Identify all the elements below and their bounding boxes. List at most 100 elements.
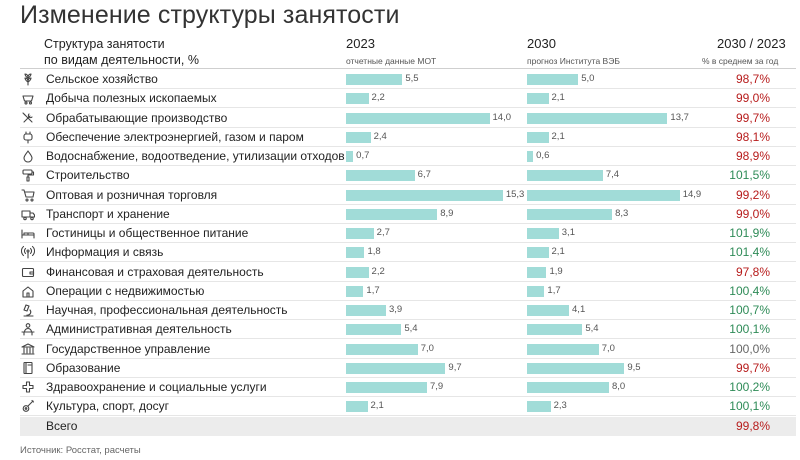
bar-2023 xyxy=(346,93,369,105)
bar-value-2030: 2,1 xyxy=(551,92,565,104)
bar-2030 xyxy=(527,93,549,105)
bar-2030 xyxy=(527,208,613,220)
bar-2030 xyxy=(527,382,609,393)
hotel-bed-icon xyxy=(21,226,35,240)
bar-2030 xyxy=(527,189,680,201)
bar-2030 xyxy=(527,305,570,316)
bar-2023 xyxy=(346,151,354,162)
row-divider xyxy=(20,222,796,224)
table-row: Культура, спорт, досуг 2,1 2,3 100,1% xyxy=(20,397,796,417)
bar-2023 xyxy=(346,208,438,220)
bar-2023 xyxy=(346,401,368,413)
bar-2030 xyxy=(527,74,579,85)
ratio-value: 100,1% xyxy=(729,399,770,414)
row-divider xyxy=(20,145,796,147)
power-plug-icon xyxy=(21,130,35,144)
category-label: Научная, профессиональная деятельность xyxy=(46,303,288,317)
table-row: Государственное управление 7,0 7,0 100,0% xyxy=(20,340,796,359)
bar-value-2030: 2,3 xyxy=(553,400,567,412)
wheat-icon xyxy=(21,72,35,86)
bar-2023 xyxy=(346,247,365,259)
bar-value-2023: 2,7 xyxy=(376,227,390,238)
bar-value-2030: 4,1 xyxy=(572,304,586,315)
category-label: Государственное управление xyxy=(46,341,211,356)
row-divider xyxy=(20,107,796,109)
bar-2023 xyxy=(346,285,364,297)
table-row: Обрабатывающие производство 14,0 13,7 99,7% xyxy=(20,109,796,128)
chart-title: Изменение структуры занятости xyxy=(20,1,400,29)
ratio-value: 100,4% xyxy=(729,283,770,298)
bar-2023 xyxy=(346,170,415,182)
ratio-value: 100,2% xyxy=(729,380,770,394)
bar-value-2023: 7,9 xyxy=(429,381,444,392)
table-row: Добыча полезных ископаемых 2,2 2,1 99,0% xyxy=(20,89,796,109)
mining-cart-icon xyxy=(21,91,35,105)
total-row: Всего 99,8% xyxy=(20,417,796,436)
ratio-header: 2030 / 2023 xyxy=(717,36,786,51)
table-row: Строительство 6,7 7,4 101,5% xyxy=(20,166,796,186)
table-row: Обеспечение электроэнергией, газом и пар… xyxy=(20,128,796,147)
bar-2023 xyxy=(346,131,371,143)
bar-value-2023: 1,7 xyxy=(366,284,380,296)
category-header-line2: по видам деятельности, % xyxy=(44,53,199,67)
row-divider xyxy=(20,261,796,263)
bar-value-2023: 6,7 xyxy=(417,169,431,181)
shopping-cart-icon xyxy=(21,188,35,202)
table-row: Транспорт и хранение 8,9 8,3 99,0% xyxy=(20,205,796,224)
row-divider xyxy=(20,165,796,166)
year-2023-header: 2023 xyxy=(346,36,375,51)
antenna-icon xyxy=(21,245,35,259)
row-divider xyxy=(20,280,796,282)
bar-value-2030: 8,0 xyxy=(612,381,626,392)
bar-value-2023: 5,4 xyxy=(404,323,418,335)
category-column-header: Структура занятости по видам деятельност… xyxy=(44,36,199,68)
bar-2030 xyxy=(527,362,625,374)
bar-value-2023: 3,9 xyxy=(388,304,403,315)
table-row: Сельское хозяйство 5,5 5,0 98,7% xyxy=(20,70,796,89)
bar-value-2023: 2,2 xyxy=(371,92,385,104)
table-row: Водоснабжение, водоотведение, утилизации… xyxy=(20,147,796,166)
bar-value-2023: 7,0 xyxy=(420,342,434,354)
bar-value-2030: 1,9 xyxy=(549,265,563,277)
row-divider xyxy=(20,88,796,89)
year-2023-subheader: отчетные данные МОТ xyxy=(346,56,437,66)
bar-value-2023: 5,5 xyxy=(405,73,419,84)
bar-2023 xyxy=(346,189,503,201)
row-divider xyxy=(20,319,796,320)
category-label: Финансовая и страховая деятельность xyxy=(46,264,264,279)
ratio-value: 99,0% xyxy=(735,91,770,106)
bar-2030 xyxy=(527,131,549,143)
bar-value-2030: 5,0 xyxy=(581,73,595,84)
category-label: Сельское хозяйство xyxy=(46,72,158,86)
water-drop-icon xyxy=(21,149,35,163)
ratio-value: 99,7% xyxy=(735,360,770,375)
table-row: Операции с недвижимостью 1,7 1,7 100,4% xyxy=(20,282,796,301)
table-row: Финансовая и страховая деятельность 2,2 1,… xyxy=(20,263,796,282)
bar-value-2030: 14,9 xyxy=(682,188,702,200)
year-2030-header: 2030 xyxy=(527,36,556,51)
bar-value-2023: 2,2 xyxy=(371,265,385,277)
row-divider xyxy=(20,299,796,301)
bar-2030 xyxy=(527,228,559,239)
bar-value-2030: 13,7 xyxy=(670,111,689,123)
ratio-value: 100,1% xyxy=(729,322,770,337)
bar-value-2023: 2,1 xyxy=(370,400,384,412)
category-label: Административная деятельность xyxy=(46,322,232,337)
category-label: Оптовая и розничная торговля xyxy=(46,187,218,202)
house-icon xyxy=(21,284,35,298)
row-divider xyxy=(20,415,796,417)
bar-value-2030: 1,7 xyxy=(547,284,561,296)
bar-2023 xyxy=(346,112,490,124)
person-desk-icon xyxy=(21,322,35,336)
year-2030-subheader: прогноз Института ВЭБ xyxy=(527,56,620,66)
bar-2023 xyxy=(346,228,374,239)
table-row: Здравоохранение и социальные услуги 7,9 8,… xyxy=(20,378,796,397)
ratio-subheader: % в среднем за год xyxy=(702,56,779,66)
ratio-value: 99,0% xyxy=(735,206,770,221)
row-divider xyxy=(20,338,796,340)
bar-value-2023: 9,7 xyxy=(448,361,462,373)
bar-2030 xyxy=(527,324,583,336)
category-label: Обеспечение электроэнергией, газом и пар… xyxy=(46,129,304,144)
government-building-icon xyxy=(21,342,35,356)
category-label: Операции с недвижимостью xyxy=(46,283,205,298)
